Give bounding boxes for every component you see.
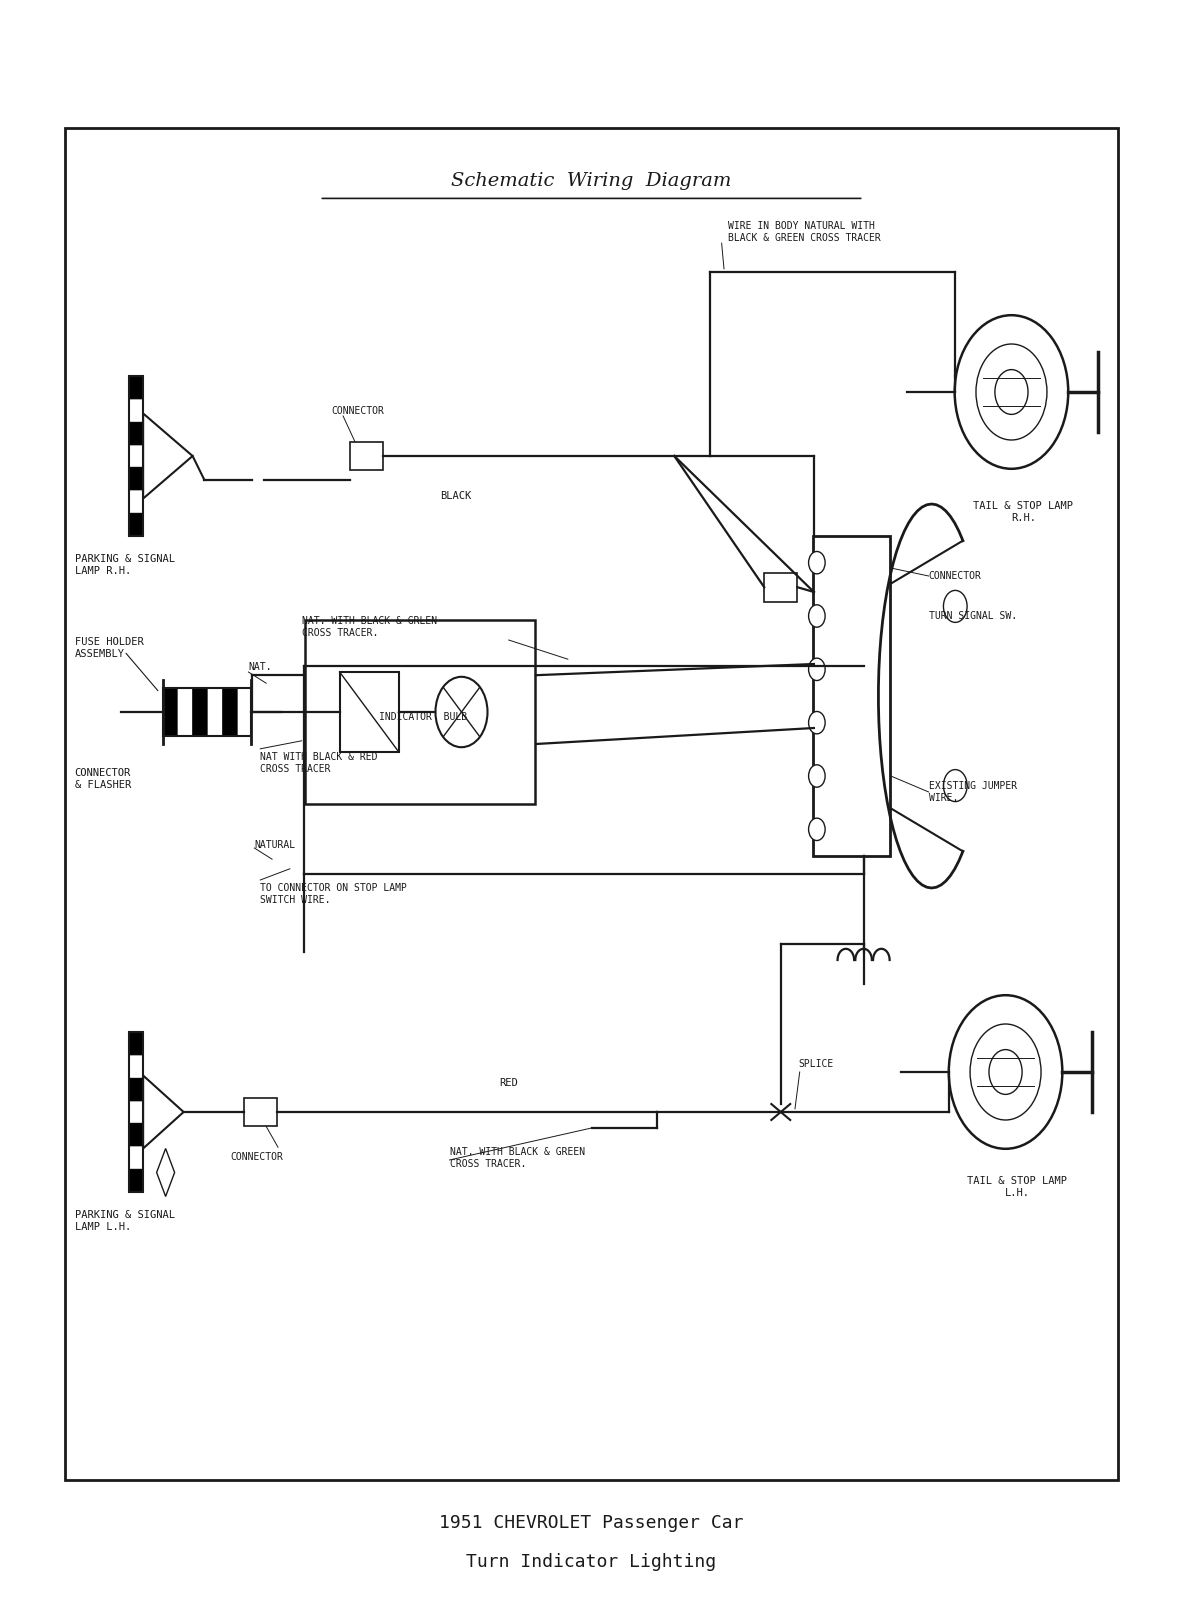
Circle shape [989, 1050, 1022, 1094]
Bar [177, 688, 193, 736]
Bar [129, 1123, 143, 1146]
Text: CONNECTOR: CONNECTOR [231, 1152, 284, 1162]
Polygon shape [143, 1075, 183, 1149]
Bar [129, 490, 143, 514]
Bar [163, 688, 251, 736]
Circle shape [809, 658, 825, 680]
Bar [129, 376, 143, 536]
Text: BLACK: BLACK [440, 491, 471, 501]
Bar [129, 514, 143, 536]
Circle shape [955, 315, 1068, 469]
Circle shape [809, 712, 825, 734]
Text: TAIL & STOP LAMP
L.H.: TAIL & STOP LAMP L.H. [968, 1176, 1067, 1198]
Bar [129, 1101, 143, 1123]
Bar [129, 467, 143, 490]
Circle shape [809, 605, 825, 627]
Text: SPLICE: SPLICE [799, 1059, 834, 1069]
Circle shape [976, 344, 1047, 440]
Bar [129, 1032, 143, 1054]
Text: PARKING & SIGNAL
LAMP L.H.: PARKING & SIGNAL LAMP L.H. [75, 1210, 175, 1232]
Bar [129, 422, 143, 445]
Bar [350, 442, 383, 470]
Bar [65, 128, 1118, 1480]
Circle shape [944, 770, 968, 802]
Text: NAT WITH BLACK & RED
CROSS TRACER: NAT WITH BLACK & RED CROSS TRACER [260, 752, 377, 774]
Bar [192, 688, 207, 736]
Circle shape [944, 590, 968, 622]
Text: WIRE IN BODY NATURAL WITH
BLACK & GREEN CROSS TRACER: WIRE IN BODY NATURAL WITH BLACK & GREEN … [728, 221, 880, 243]
Text: CONNECTOR: CONNECTOR [929, 571, 982, 581]
Bar [764, 573, 797, 602]
Bar [129, 1170, 143, 1192]
Circle shape [435, 677, 487, 747]
Bar [814, 536, 890, 856]
Text: NAT.: NAT. [248, 662, 272, 672]
Text: 1951 CHEVROLET Passenger Car: 1951 CHEVROLET Passenger Car [439, 1514, 744, 1533]
Circle shape [970, 1024, 1041, 1120]
Circle shape [809, 765, 825, 787]
Bar [340, 672, 399, 752]
Bar [129, 445, 143, 467]
Text: EXISTING JUMPER
WIRE.: EXISTING JUMPER WIRE. [929, 781, 1016, 803]
Text: CONNECTOR
& FLASHER: CONNECTOR & FLASHER [75, 768, 131, 790]
Bar [129, 1078, 143, 1101]
Bar [129, 376, 143, 398]
Text: FUSE HOLDER
ASSEMBLY: FUSE HOLDER ASSEMBLY [75, 637, 143, 659]
Polygon shape [143, 413, 193, 499]
Bar [304, 619, 535, 803]
Text: PARKING & SIGNAL
LAMP R.H.: PARKING & SIGNAL LAMP R.H. [75, 554, 175, 576]
Text: Schematic  Wiring  Diagram: Schematic Wiring Diagram [451, 171, 732, 190]
Bar [163, 688, 177, 736]
Text: INDICATOR  BULB: INDICATOR BULB [379, 712, 466, 722]
Circle shape [995, 370, 1028, 414]
Polygon shape [156, 1149, 175, 1197]
Text: TAIL & STOP LAMP
R.H.: TAIL & STOP LAMP R.H. [974, 501, 1073, 523]
Text: Turn Indicator Lighting: Turn Indicator Lighting [466, 1552, 717, 1571]
Bar [244, 1098, 277, 1126]
Circle shape [809, 552, 825, 574]
Bar [222, 688, 237, 736]
Circle shape [809, 818, 825, 840]
Bar [237, 688, 252, 736]
Text: CONNECTOR: CONNECTOR [331, 406, 384, 416]
Bar [129, 1146, 143, 1170]
Text: RED: RED [499, 1078, 518, 1088]
Text: TURN SIGNAL SW.: TURN SIGNAL SW. [929, 611, 1016, 621]
Bar [207, 688, 222, 736]
Text: NATURAL: NATURAL [254, 840, 296, 850]
Text: TO CONNECTOR ON STOP LAMP
SWITCH WIRE.: TO CONNECTOR ON STOP LAMP SWITCH WIRE. [260, 883, 407, 904]
Bar [129, 1054, 143, 1078]
Bar [129, 398, 143, 422]
Bar [129, 1032, 143, 1192]
Text: NAT. WITH BLACK & GREEN
CROSS TRACER.: NAT. WITH BLACK & GREEN CROSS TRACER. [450, 1147, 584, 1168]
Circle shape [949, 995, 1062, 1149]
Text: NAT. WITH BLACK & GRLEN
CROSS TRACER.: NAT. WITH BLACK & GRLEN CROSS TRACER. [302, 616, 437, 638]
